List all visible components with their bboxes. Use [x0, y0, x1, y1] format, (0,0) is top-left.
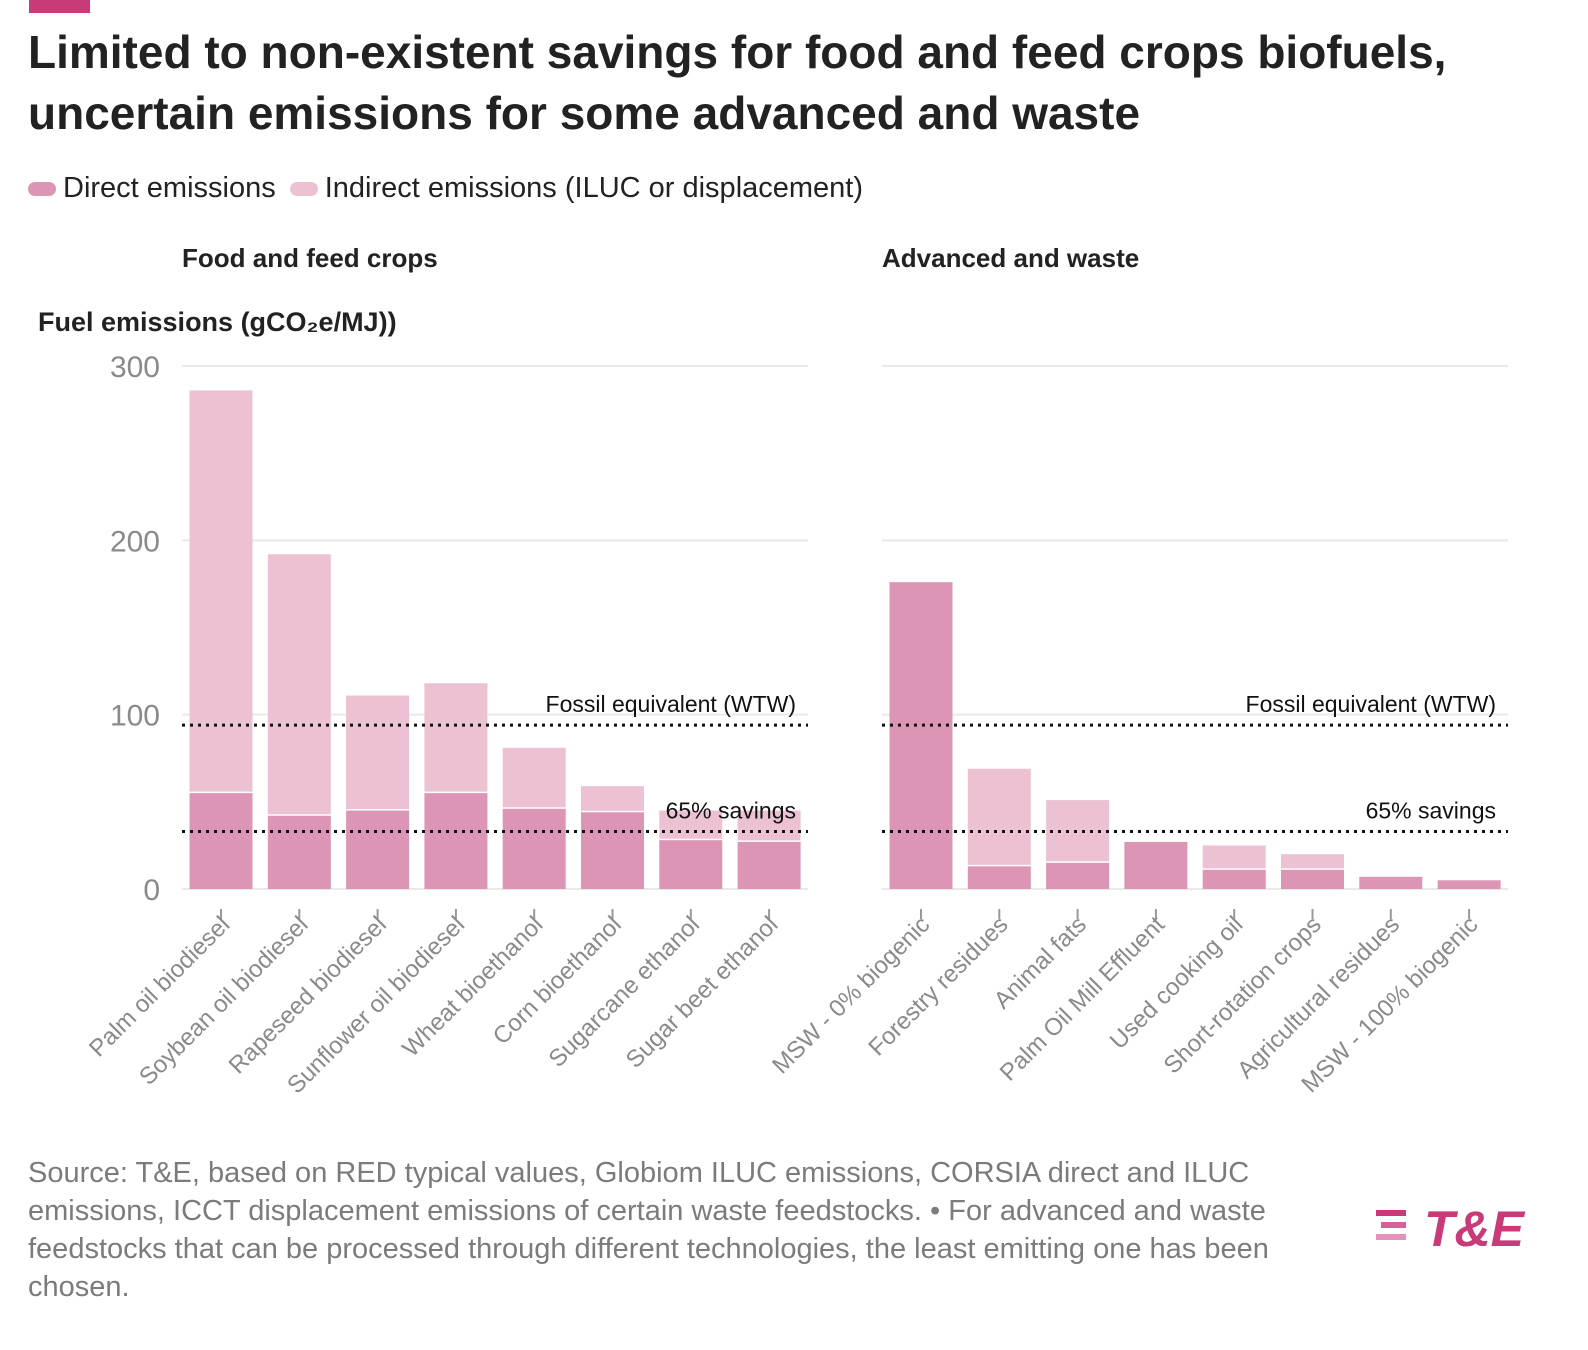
bar-direct [267, 815, 331, 889]
y-tick-label: 200 [110, 525, 160, 558]
x-tick-label: Forestry residues [863, 911, 1013, 1061]
chart-title: Limited to non-existent savings for food… [28, 26, 1447, 139]
footer-note: Source: T&E, based on RED typical values… [28, 1154, 1368, 1306]
footer-separator: • [922, 1195, 949, 1227]
bar-indirect [267, 554, 331, 815]
x-tick-label: Used cooking oil [1105, 911, 1249, 1055]
bar-indirect [967, 768, 1031, 865]
bar-direct [1202, 869, 1266, 889]
bar-direct [1359, 876, 1423, 889]
legend-swatch-direct [28, 181, 56, 196]
x-tick-label: Sugarcane ethanol [543, 911, 705, 1073]
bar-direct [1046, 862, 1110, 889]
x-tick-label: Wheat bioethanol [397, 911, 548, 1062]
logo-stripes-icon [1376, 1210, 1406, 1240]
bar-indirect [581, 786, 644, 811]
x-tick-label: Palm oil biodiesel [84, 911, 235, 1062]
bar-direct [1437, 880, 1501, 889]
reference-line-label: Fossil equivalent (WTW) [1246, 691, 1496, 717]
chart-panel-1: Food and feed crops Fuel emissions (gCO₂e… [38, 243, 808, 1099]
bar-direct [967, 866, 1031, 889]
bar-direct [189, 793, 253, 889]
legend-item-direct: Direct emissions [28, 172, 276, 205]
bar-indirect [502, 747, 566, 808]
reference-line-label: 65% savings [1366, 797, 1496, 823]
legend-item-indirect: Indirect emissions (ILUC or displacement… [289, 172, 864, 205]
legend: Direct emissions Indirect emissions (ILU… [28, 172, 877, 205]
chart-area: Food and feed crops Fuel emissions (gCO₂e… [38, 243, 1508, 1099]
bar-indirect [1202, 845, 1266, 869]
bar-direct [424, 793, 488, 889]
footer-source: Source: T&E, based on RED typical values… [28, 1157, 1250, 1227]
y-tick-label: 100 [110, 700, 160, 733]
reference-line-label: 65% savings [666, 797, 796, 823]
logo-text: T&E [1424, 1201, 1526, 1257]
bar-direct [737, 841, 801, 889]
legend-swatch-indirect [289, 181, 318, 196]
bar-direct [889, 582, 953, 889]
bar-indirect [659, 810, 723, 839]
bar-indirect [424, 683, 488, 792]
legend-label-direct: Direct emissions [63, 172, 276, 204]
bar-indirect [346, 695, 410, 810]
bar-direct [659, 840, 723, 889]
bar-direct [502, 808, 566, 889]
y-tick-label: 0 [143, 874, 160, 907]
panel-title: Food and feed crops [182, 243, 438, 273]
bar-direct [1281, 869, 1344, 889]
bar-indirect [1281, 854, 1344, 869]
panel-title: Advanced and waste [882, 243, 1139, 273]
bar-direct [346, 810, 410, 889]
y-axis-title: Fuel emissions (gCO₂e/MJ)) [38, 307, 397, 337]
x-tick-label: Sugar beet ethanol [621, 911, 784, 1074]
bar-direct [581, 812, 644, 889]
accent-bar [29, 0, 90, 13]
bar-indirect [189, 390, 253, 792]
te-logo: T&E [1376, 1201, 1526, 1257]
footer-explanation: For advanced and waste feedstocks that c… [28, 1195, 1269, 1303]
bar-direct [1124, 841, 1188, 889]
reference-line-label: Fossil equivalent (WTW) [546, 691, 796, 717]
legend-label-indirect: Indirect emissions (ILUC or displacement… [324, 172, 864, 204]
bar-indirect [737, 810, 801, 841]
y-tick-label: 300 [110, 351, 160, 384]
